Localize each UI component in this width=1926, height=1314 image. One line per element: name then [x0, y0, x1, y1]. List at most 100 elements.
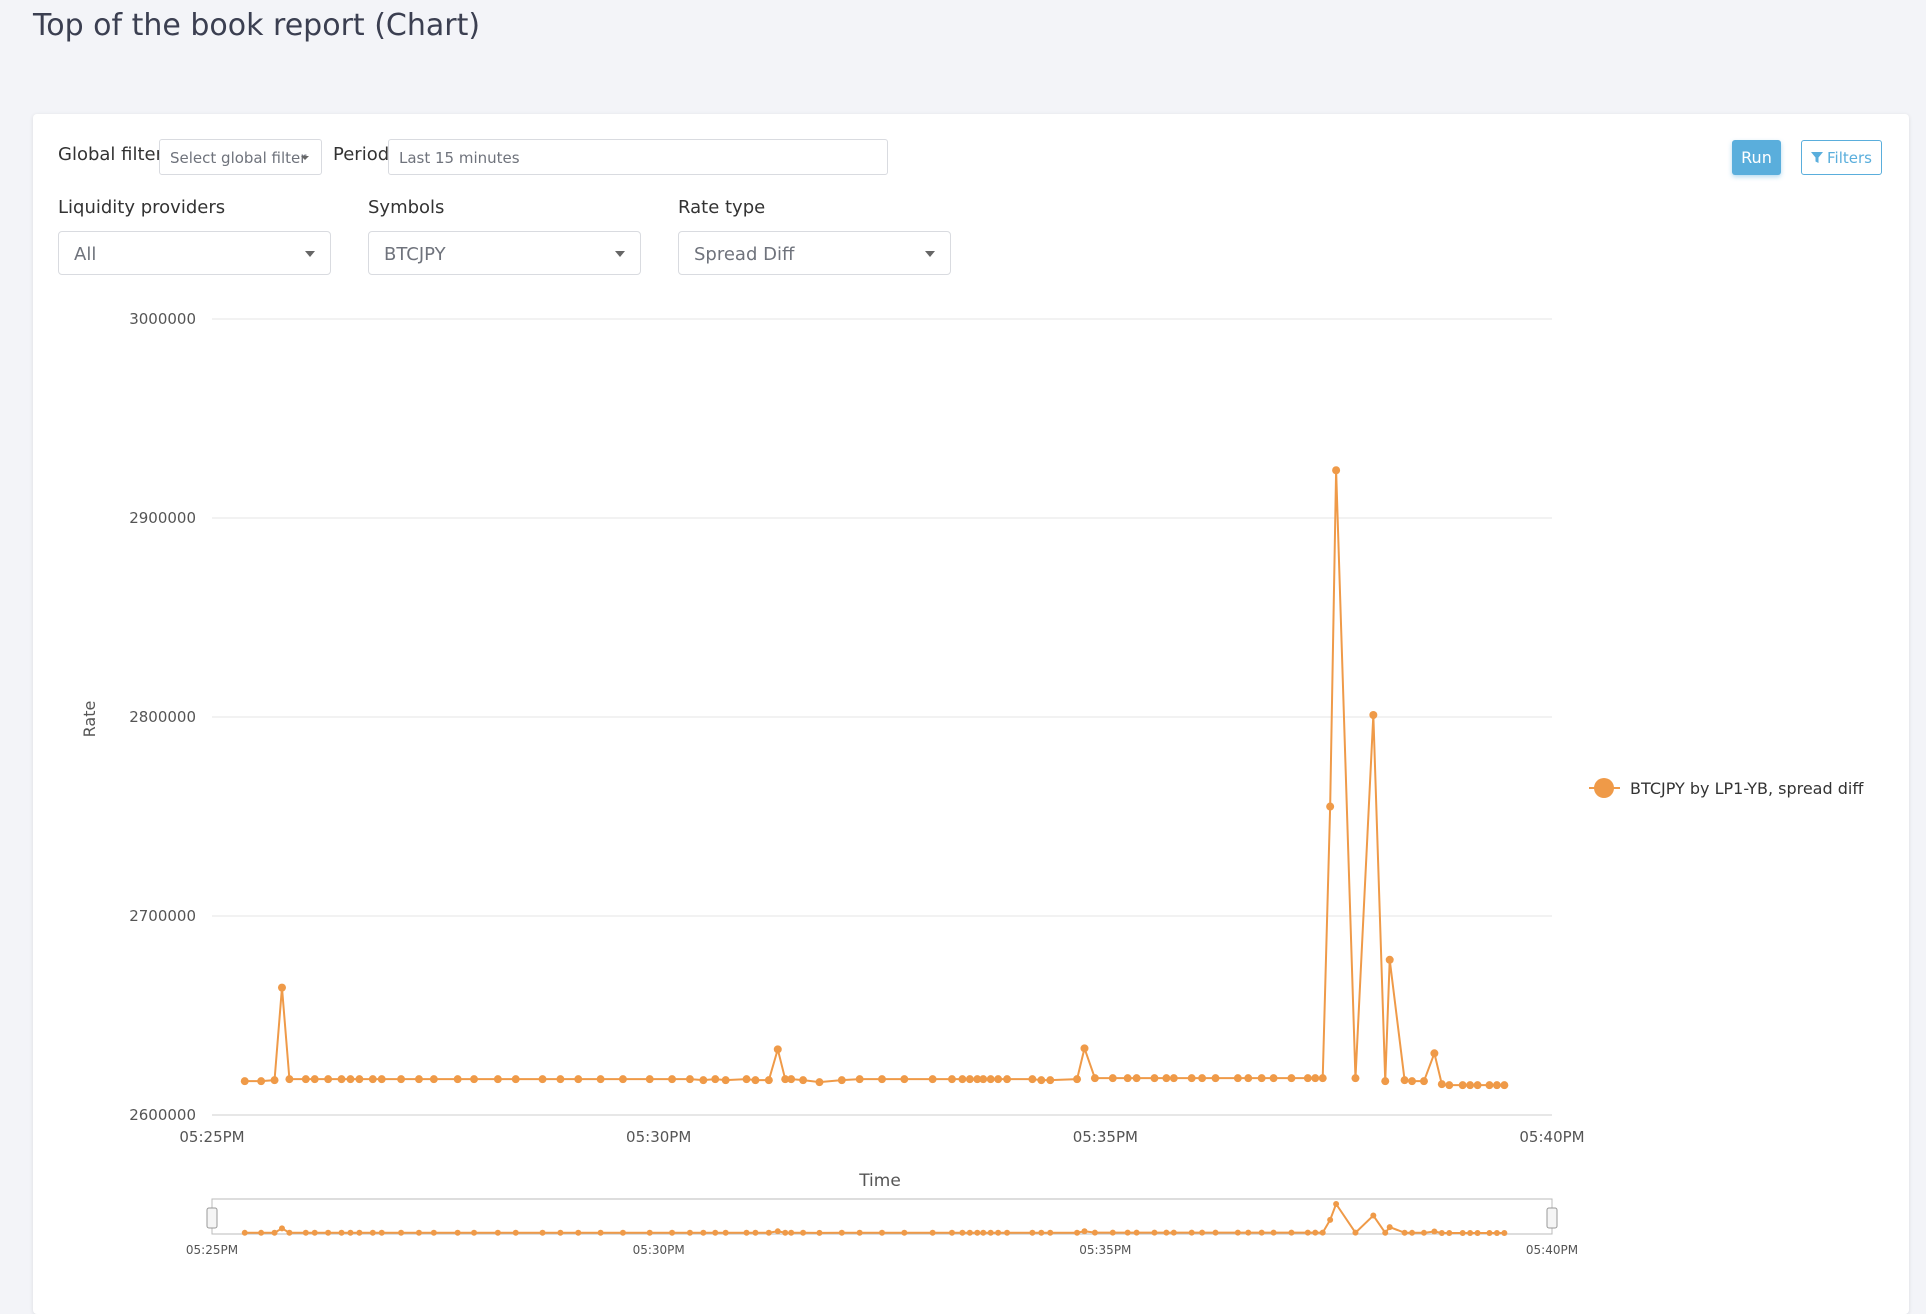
data-point[interactable]	[742, 1075, 751, 1084]
filters-button[interactable]: Filters	[1801, 140, 1882, 175]
data-point[interactable]	[1369, 711, 1378, 720]
data-point[interactable]	[301, 1075, 310, 1084]
data-point[interactable]	[1211, 1074, 1220, 1083]
data-point[interactable]	[556, 1075, 565, 1084]
data-point[interactable]	[751, 1076, 760, 1085]
data-point[interactable]	[270, 1076, 279, 1085]
data-point[interactable]	[1492, 1081, 1501, 1090]
data-point[interactable]	[1332, 466, 1341, 475]
data-point[interactable]	[1244, 1074, 1253, 1083]
data-point[interactable]	[1385, 955, 1394, 964]
data-point[interactable]	[257, 1077, 266, 1086]
data-point[interactable]	[1303, 1074, 1312, 1083]
data-point[interactable]	[337, 1075, 346, 1084]
data-point[interactable]	[928, 1075, 937, 1084]
data-point[interactable]	[538, 1075, 547, 1084]
data-point[interactable]	[310, 1075, 319, 1084]
data-point[interactable]	[324, 1075, 333, 1084]
data-point[interactable]	[815, 1078, 824, 1087]
data-point[interactable]	[947, 1075, 956, 1084]
data-point[interactable]	[574, 1075, 583, 1084]
data-point[interactable]	[1198, 1074, 1207, 1083]
data-point[interactable]	[668, 1075, 677, 1084]
data-point[interactable]	[1046, 1076, 1055, 1085]
data-point[interactable]	[958, 1075, 967, 1084]
data-point[interactable]	[1003, 1075, 1012, 1084]
data-point[interactable]	[453, 1075, 462, 1084]
run-button[interactable]: Run	[1732, 140, 1781, 175]
data-point[interactable]	[1408, 1077, 1417, 1086]
data-point[interactable]	[645, 1075, 654, 1084]
data-point[interactable]	[1351, 1074, 1360, 1083]
data-point[interactable]	[711, 1075, 720, 1084]
data-point[interactable]	[1073, 1075, 1082, 1084]
data-point[interactable]	[1257, 1074, 1266, 1083]
data-point[interactable]	[721, 1076, 730, 1085]
data-point[interactable]	[1150, 1074, 1159, 1083]
data-point[interactable]	[965, 1075, 974, 1084]
data-point[interactable]	[685, 1075, 694, 1084]
data-point[interactable]	[470, 1075, 479, 1084]
data-point[interactable]	[1311, 1074, 1320, 1083]
data-point[interactable]	[781, 1075, 790, 1084]
data-point[interactable]	[1090, 1074, 1099, 1083]
data-point[interactable]	[1108, 1074, 1117, 1083]
data-point[interactable]	[973, 1075, 982, 1084]
data-point[interactable]	[285, 1075, 294, 1084]
data-point[interactable]	[1400, 1076, 1409, 1085]
data-point[interactable]	[414, 1075, 423, 1084]
data-point[interactable]	[1162, 1074, 1171, 1083]
data-point[interactable]	[596, 1075, 605, 1084]
data-point[interactable]	[1437, 1080, 1446, 1089]
data-point[interactable]	[1500, 1081, 1509, 1090]
symbols-select[interactable]: BTCJPY	[368, 231, 641, 275]
data-point[interactable]	[773, 1045, 782, 1054]
data-point[interactable]	[1318, 1074, 1327, 1083]
data-point[interactable]	[837, 1076, 846, 1085]
data-point[interactable]	[277, 983, 286, 992]
global-filter-select[interactable]: Select global filter	[159, 139, 322, 175]
data-point[interactable]	[493, 1075, 502, 1084]
data-point[interactable]	[1169, 1074, 1178, 1083]
data-point[interactable]	[986, 1075, 995, 1084]
data-point[interactable]	[1458, 1081, 1467, 1090]
data-point[interactable]	[618, 1075, 627, 1084]
data-point[interactable]	[511, 1075, 520, 1084]
rate-type-select[interactable]: Spread Diff	[678, 231, 951, 275]
data-point[interactable]	[1287, 1074, 1296, 1083]
navigator-left-handle[interactable]	[206, 1207, 218, 1229]
data-point[interactable]	[1037, 1076, 1046, 1085]
data-point[interactable]	[1326, 802, 1335, 811]
period-input[interactable]: Last 15 minutes	[388, 139, 888, 175]
data-point[interactable]	[1466, 1081, 1475, 1090]
navigator-right-handle[interactable]	[1546, 1207, 1558, 1229]
liquidity-providers-select[interactable]: All	[58, 231, 331, 275]
data-point[interactable]	[1233, 1074, 1242, 1083]
data-point[interactable]	[787, 1075, 796, 1084]
chart-legend[interactable]: BTCJPY by LP1-YB, spread diff	[1589, 778, 1864, 798]
data-point[interactable]	[1080, 1044, 1089, 1053]
data-point[interactable]	[900, 1075, 909, 1084]
data-point[interactable]	[878, 1075, 886, 1084]
data-point[interactable]	[855, 1075, 864, 1084]
data-point[interactable]	[1430, 1049, 1439, 1058]
data-point[interactable]	[397, 1075, 406, 1084]
data-point[interactable]	[699, 1076, 708, 1085]
data-point[interactable]	[1269, 1074, 1278, 1083]
data-point[interactable]	[355, 1075, 364, 1084]
data-point[interactable]	[429, 1075, 438, 1084]
data-point[interactable]	[979, 1075, 988, 1084]
data-point[interactable]	[1187, 1074, 1196, 1083]
data-point[interactable]	[994, 1075, 1003, 1084]
data-point[interactable]	[1132, 1074, 1141, 1083]
data-point[interactable]	[1485, 1081, 1494, 1090]
data-point[interactable]	[1473, 1081, 1482, 1090]
data-point[interactable]	[368, 1075, 377, 1084]
data-point[interactable]	[1381, 1077, 1390, 1086]
data-point[interactable]	[240, 1077, 249, 1086]
data-point[interactable]	[346, 1075, 355, 1084]
data-point[interactable]	[799, 1076, 808, 1085]
data-point[interactable]	[1419, 1077, 1428, 1086]
data-point[interactable]	[1123, 1074, 1132, 1083]
data-point[interactable]	[1028, 1075, 1037, 1084]
